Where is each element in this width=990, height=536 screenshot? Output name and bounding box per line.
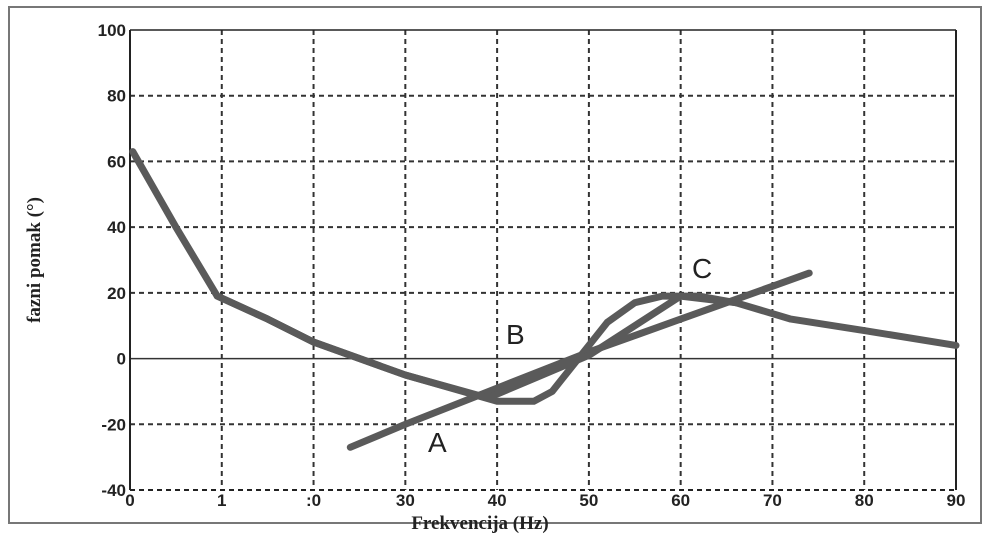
curve-label-b: B	[506, 319, 525, 350]
x-axis-title: Frekvencija (Hz)	[411, 513, 548, 534]
y-tick-label: 60	[107, 152, 126, 171]
x-tick-label: 50	[579, 491, 598, 510]
figure-frame	[8, 6, 982, 524]
y-tick-label: -40	[101, 481, 126, 500]
y-tick-label: 20	[107, 284, 126, 303]
x-tick-label: 40	[488, 491, 507, 510]
curve-label-a: A	[428, 427, 447, 458]
y-axis-title: fazni pomak (°)	[24, 197, 45, 323]
x-tick-label: 60	[671, 491, 690, 510]
grid	[130, 30, 957, 490]
y-tick-label: 100	[98, 21, 126, 40]
x-tick-label: :0	[306, 491, 321, 510]
x-tick-label: 70	[763, 491, 782, 510]
y-tick-label: 40	[107, 218, 126, 237]
x-tick-label: 90	[947, 491, 966, 510]
y-tick-label: -20	[101, 415, 126, 434]
y-tick-label: 0	[117, 350, 126, 369]
series-line-b	[129, 148, 740, 405]
tick-labels: 0 1 :0 30 40 50 60 70 80 90 100 80 60 40 20 0 -20 -40	[98, 21, 966, 510]
axes	[129, 29, 957, 491]
curve-label-c: C	[692, 253, 712, 284]
series-layer	[129, 148, 960, 451]
x-tick-label: 0	[125, 491, 134, 510]
x-tick-label: 80	[855, 491, 874, 510]
x-tick-label: 30	[396, 491, 415, 510]
x-tick-label: 1	[217, 491, 226, 510]
y-tick-label: 80	[107, 87, 126, 106]
series-line-c	[213, 292, 960, 402]
